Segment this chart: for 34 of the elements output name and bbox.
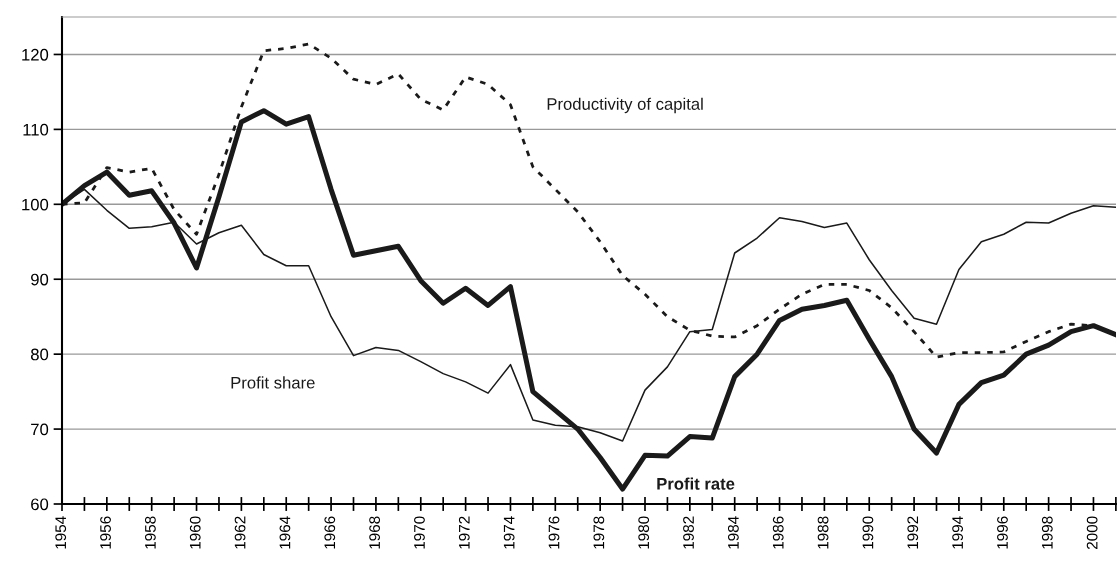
y-tick-label: 70 [31,423,49,436]
x-tick-label: 1976 [548,516,560,549]
x-tick-label: 1980 [638,516,650,549]
x-tick-label: 1966 [324,516,336,549]
x-tick-label: 1982 [683,516,694,549]
x-tick-label: 1988 [817,516,829,549]
x-tick-label: 1994 [952,516,964,549]
x-tick-label: 1986 [772,516,784,549]
x-tick-label: 1992 [907,516,919,549]
x-tick-label: 1990 [862,516,874,549]
y-tick-label: 80 [30,348,49,361]
x-tick-label: 1974 [503,516,515,549]
y-tick-label: 120 [22,48,49,61]
x-tick-label: 1960 [189,516,201,549]
y-tick-label: 100 [22,198,49,211]
x-tick-label: 1962 [234,516,246,549]
x-tick-label: 1978 [593,516,605,549]
x-tick-label: 2000 [1086,516,1098,550]
series-label: Productivity of capital [547,97,703,114]
x-tick-label: 1970 [414,516,425,549]
y-tick-label: 60 [31,498,49,511]
x-tick-label: 1958 [144,516,156,549]
y-tick-label: 90 [31,273,49,286]
x-tick-label: 1954 [55,516,67,549]
x-tick-label: 1964 [279,516,291,549]
series-label: Profit rate [657,477,735,490]
x-tick-label: 1996 [997,516,1008,549]
y-tick-label: 110 [23,123,49,136]
text: Profit share [231,376,315,389]
x-tick-label: 1998 [1041,516,1053,549]
x-tick-label: 1956 [100,516,111,549]
x-tick-label: 1972 [458,516,470,549]
x-tick-label: 1984 [727,516,739,549]
x-tick-label: 1968 [369,516,381,549]
